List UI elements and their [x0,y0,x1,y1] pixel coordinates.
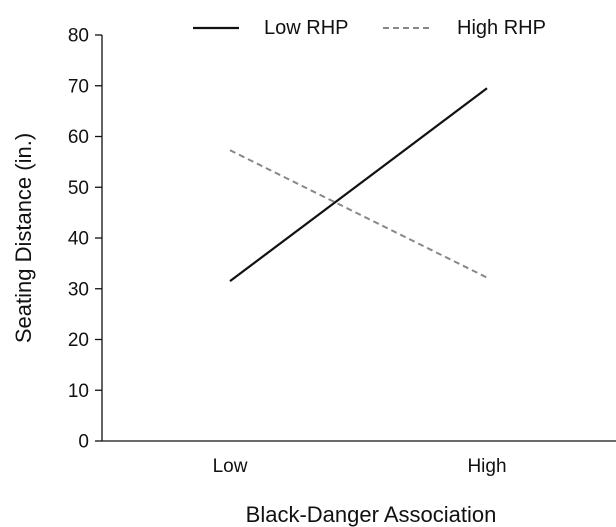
y-axis-title: Seating Distance (in.) [11,133,36,343]
y-tick-label: 60 [68,127,89,148]
y-tick-label: 10 [68,381,89,402]
y-tick-label: 0 [78,432,89,453]
y-tick-label: 80 [68,26,89,47]
plot-area [229,87,488,283]
y-tick-label: 20 [68,330,89,351]
series-line-high-rhp [229,149,488,279]
legend-label: Low RHP [264,17,348,39]
x-tick-label: Low [213,456,248,477]
x-axis-title: Black-Danger Association [246,502,497,527]
y-axis: 0 10 20 30 40 50 60 70 80 [68,26,103,453]
y-tick-label: 70 [68,76,89,97]
y-tick-label: 40 [68,229,89,250]
legend: Low RHP High RHP [193,17,546,39]
legend-label: High RHP [457,17,546,39]
series-line-low-rhp [229,87,488,283]
y-tick-label: 50 [68,178,89,199]
x-axis: Low High [102,440,616,477]
y-tick-label: 30 [68,279,89,300]
x-tick-label: High [467,456,506,477]
